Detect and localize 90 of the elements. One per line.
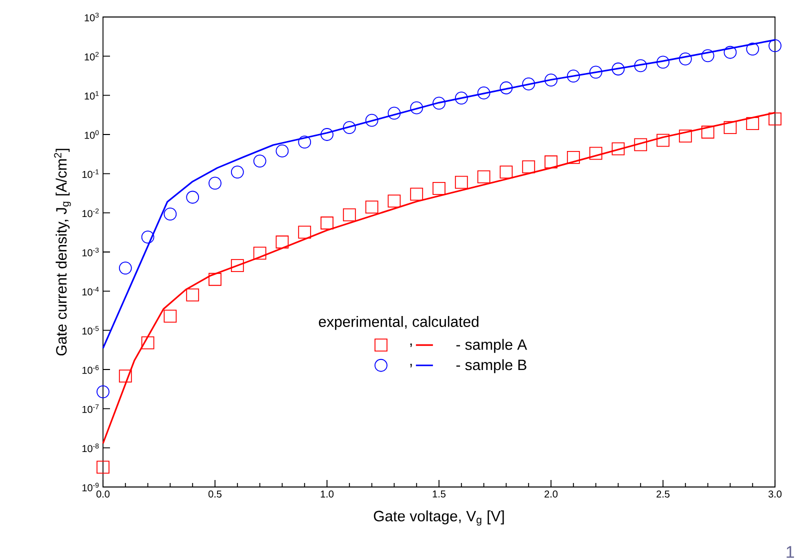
point [342, 208, 356, 222]
point [500, 81, 513, 94]
point [298, 226, 312, 239]
point [253, 154, 266, 168]
point [208, 272, 222, 286]
y-tick-label: 10$^{-2}$ [82, 208, 99, 218]
point [746, 117, 760, 130]
point [388, 106, 401, 120]
point [320, 216, 334, 230]
point [208, 176, 222, 190]
y-tick-label: 10$^{-5}$ [82, 326, 99, 335]
point [522, 78, 536, 90]
legend-label: - sample B [456, 359, 526, 374]
x-tick-label: 1.5 [432, 490, 446, 498]
point [522, 160, 536, 174]
point [410, 101, 424, 114]
y-tick-label: 10$^{0}$ [84, 130, 99, 139]
point [186, 288, 200, 302]
x-tick-label: 0.5 [208, 490, 222, 498]
point [118, 262, 132, 274]
point [365, 114, 378, 127]
point [410, 188, 424, 201]
point [589, 66, 602, 79]
point [276, 236, 289, 248]
point [656, 134, 670, 147]
y-tick-label: 10$^{-4}$ [82, 286, 99, 296]
point [724, 46, 737, 59]
point [96, 385, 110, 398]
y-tick-label: 10$^{-8}$ [82, 444, 99, 452]
point [432, 96, 446, 110]
x-tick-label: 2.5 [656, 490, 670, 498]
y-tick-label: 10$^{2}$ [84, 52, 99, 60]
point [276, 144, 289, 158]
point [320, 128, 334, 141]
point [724, 121, 737, 134]
point [678, 130, 692, 143]
point [454, 176, 468, 189]
legend-label: , [410, 364, 412, 368]
legend-title: experimental, calculated [318, 316, 478, 330]
point [768, 112, 782, 126]
point [141, 336, 154, 350]
point [432, 182, 446, 195]
point [678, 52, 692, 66]
point [634, 59, 648, 72]
point [186, 190, 200, 204]
point [746, 42, 760, 56]
point [768, 39, 782, 52]
point [656, 56, 670, 69]
x-tick-label: 1.0 [320, 490, 334, 498]
x-tick-label: 0.0 [96, 490, 110, 498]
y-tick-label: 10$^{-9}$ [82, 482, 99, 492]
point [388, 194, 401, 208]
point [365, 200, 378, 214]
point [701, 49, 714, 62]
point [118, 370, 132, 383]
point [612, 142, 625, 156]
point [701, 126, 714, 139]
point [566, 70, 580, 83]
y-tick-label: 10$^{-6}$ [82, 365, 99, 374]
y-tick-label: 10$^{-1}$ [82, 169, 99, 178]
point [612, 62, 625, 76]
point [634, 138, 648, 152]
point [589, 146, 602, 160]
x-tick-label: 3.0 [768, 490, 782, 498]
y-tick-label: 10$^{-3}$ [82, 248, 99, 256]
point [164, 208, 177, 221]
x-tick-label: 2.0 [544, 490, 558, 498]
point [477, 170, 490, 184]
legend-label: , [410, 344, 412, 348]
point [500, 166, 513, 178]
point [164, 310, 177, 323]
point [477, 86, 490, 100]
point [454, 92, 468, 105]
point [253, 246, 266, 260]
point [342, 121, 356, 134]
y-tick-label: 10$^{-7}$ [82, 404, 99, 413]
point [141, 230, 154, 244]
legend-label: - sample A [456, 338, 528, 353]
y-tick-label: 10$^{3}$ [84, 12, 99, 22]
point [566, 150, 580, 164]
point [230, 166, 244, 178]
y-tick-label: 10$^{1}$ [84, 91, 99, 100]
point [544, 74, 558, 87]
point [230, 259, 244, 272]
x-axis-title: Gate voltage, V$_{g}$ [V] [374, 510, 504, 526]
point [96, 460, 110, 474]
point [298, 136, 312, 149]
point [544, 155, 558, 168]
y-axis-title: Gate current density, J$_{g}$ [A/cm$^{2}$] [54, 148, 71, 356]
text: 1 [786, 546, 794, 558]
